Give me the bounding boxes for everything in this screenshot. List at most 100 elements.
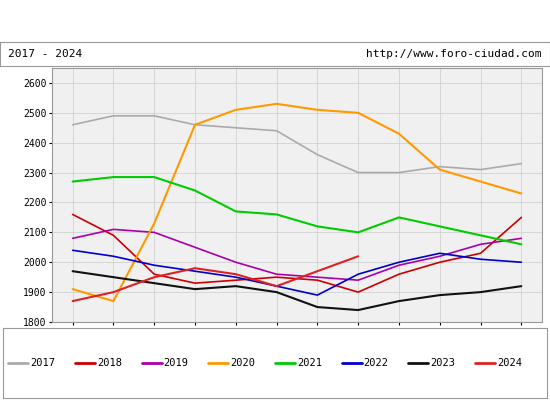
2021 [273, 212, 280, 217]
2021 [395, 215, 402, 220]
2022 [395, 260, 402, 265]
2019 [355, 278, 361, 282]
Text: 2019: 2019 [163, 358, 189, 368]
2018 [110, 233, 117, 238]
2020 [192, 122, 199, 127]
2023 [233, 284, 239, 288]
2018 [395, 272, 402, 276]
Line: 2023: 2023 [73, 271, 521, 310]
2024 [69, 299, 76, 304]
Text: 2020: 2020 [230, 358, 255, 368]
2024 [314, 269, 321, 274]
Line: 2022: 2022 [73, 250, 521, 295]
2020 [69, 287, 76, 292]
2017 [233, 125, 239, 130]
2022 [192, 269, 199, 274]
2017 [437, 164, 443, 169]
2018 [477, 251, 484, 256]
2017 [518, 161, 525, 166]
2022 [518, 260, 525, 265]
2023 [518, 284, 525, 288]
2019 [395, 263, 402, 268]
2023 [110, 275, 117, 280]
Text: 2017 - 2024: 2017 - 2024 [8, 49, 82, 59]
2021 [233, 209, 239, 214]
2020 [395, 131, 402, 136]
2021 [69, 179, 76, 184]
2018 [314, 278, 321, 282]
Text: 2023: 2023 [431, 358, 455, 368]
2023 [395, 299, 402, 304]
2017 [110, 114, 117, 118]
2022 [69, 248, 76, 253]
2019 [273, 272, 280, 276]
2019 [314, 275, 321, 280]
2021 [437, 224, 443, 229]
2021 [518, 242, 525, 247]
2023 [69, 269, 76, 274]
2024 [355, 254, 361, 259]
2024 [151, 275, 157, 280]
2018 [69, 212, 76, 217]
Line: 2024: 2024 [73, 256, 358, 301]
2024 [192, 266, 199, 271]
2022 [437, 251, 443, 256]
Line: 2021: 2021 [73, 177, 521, 244]
2019 [151, 230, 157, 235]
2021 [355, 230, 361, 235]
2018 [233, 278, 239, 282]
Line: 2017: 2017 [73, 116, 521, 172]
2018 [151, 272, 157, 276]
2020 [273, 102, 280, 106]
2018 [192, 281, 199, 286]
2020 [518, 191, 525, 196]
Text: 2017: 2017 [30, 358, 55, 368]
Text: http://www.foro-ciudad.com: http://www.foro-ciudad.com [366, 49, 542, 59]
2021 [314, 224, 321, 229]
2017 [192, 122, 199, 127]
2020 [355, 110, 361, 115]
2023 [477, 290, 484, 294]
2020 [110, 299, 117, 304]
2018 [518, 215, 525, 220]
2021 [477, 233, 484, 238]
2024 [110, 290, 117, 294]
Text: Evolucion del paro registrado en Errenteria: Evolucion del paro registrado en Errente… [95, 15, 455, 29]
2019 [477, 242, 484, 247]
2022 [477, 257, 484, 262]
2024 [273, 284, 280, 288]
2019 [233, 260, 239, 265]
2020 [477, 179, 484, 184]
2017 [477, 167, 484, 172]
2020 [151, 221, 157, 226]
2022 [110, 254, 117, 259]
Text: 2022: 2022 [364, 358, 389, 368]
2021 [192, 188, 199, 193]
2023 [192, 287, 199, 292]
Text: 2021: 2021 [297, 358, 322, 368]
2023 [314, 305, 321, 310]
2022 [151, 263, 157, 268]
2018 [437, 260, 443, 265]
2017 [69, 122, 76, 127]
2018 [273, 275, 280, 280]
2017 [151, 114, 157, 118]
2020 [437, 167, 443, 172]
2021 [151, 175, 157, 180]
2020 [314, 108, 321, 112]
2019 [518, 236, 525, 241]
2023 [273, 290, 280, 294]
2024 [233, 272, 239, 276]
2019 [437, 254, 443, 259]
2017 [355, 170, 361, 175]
Line: 2018: 2018 [73, 214, 521, 292]
2021 [110, 175, 117, 180]
2019 [192, 245, 199, 250]
2017 [395, 170, 402, 175]
Line: 2020: 2020 [73, 104, 521, 301]
2023 [437, 293, 443, 298]
2023 [355, 308, 361, 312]
2017 [273, 128, 280, 133]
Text: 2024: 2024 [497, 358, 522, 368]
Text: 2018: 2018 [97, 358, 122, 368]
